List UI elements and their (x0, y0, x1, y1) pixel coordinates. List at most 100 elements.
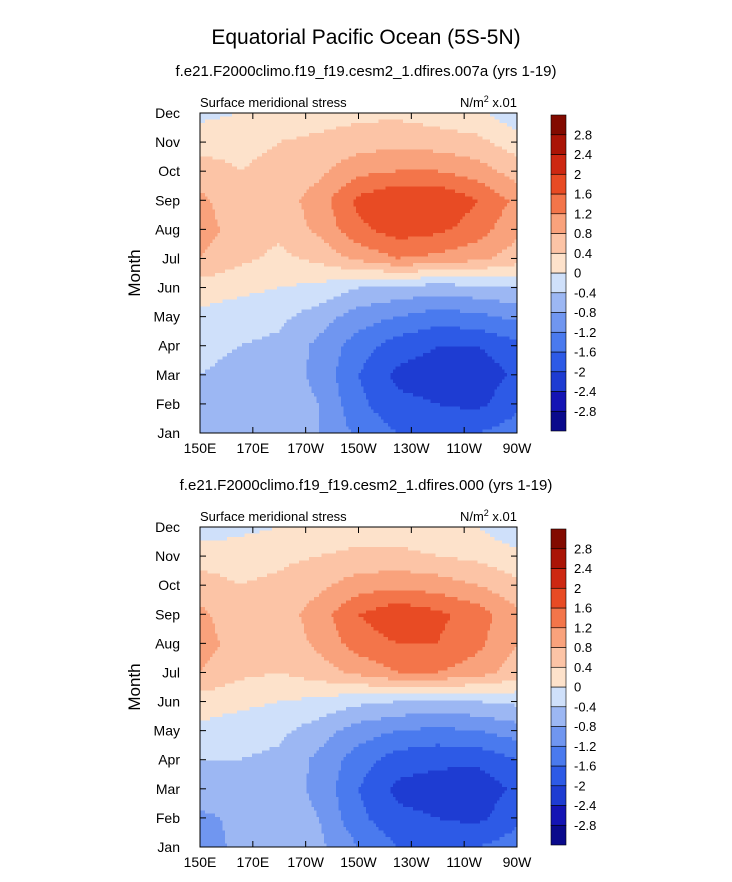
colorbar-label: 1.2 (574, 620, 592, 635)
x-tick-label: 150E (184, 440, 217, 456)
colorbar: -2.8 -2.4 -2 -1.6 -1.2 -0.8 -0.4 0 0.4 0.8 1.2 1.6 2… (550, 528, 596, 846)
colorbar-box (550, 528, 567, 550)
colorbar-box (550, 765, 567, 787)
colorbar-label: 0 (574, 266, 581, 281)
colorbar-label: 0.4 (574, 246, 592, 261)
colorbar-box (550, 233, 567, 254)
y-tick-label: Dec (155, 105, 180, 121)
variable-label: Surface meridional stress (200, 95, 347, 110)
y-tick-label: Mar (156, 781, 180, 797)
colorbar-box (550, 647, 567, 668)
colorbar-box (550, 548, 567, 569)
y-tick-label: Aug (155, 221, 180, 237)
colorbar-box (550, 371, 567, 392)
y-axis-label: Month (125, 249, 144, 296)
y-tick-label: May (154, 309, 180, 325)
y-tick-label: Nov (155, 134, 180, 150)
colorbar-label: -2.4 (574, 384, 596, 399)
colorbar-label: 2.8 (574, 541, 592, 556)
y-tick-label: Jun (157, 694, 180, 710)
colorbar-label: -2 (574, 778, 586, 793)
y-tick-label: Feb (156, 396, 180, 412)
colorbar-label: 2.4 (574, 561, 592, 576)
units-label: N/m2 x.01 (460, 94, 517, 110)
x-tick-label: 110W (446, 440, 482, 456)
colorbar-label: -0.4 (574, 699, 596, 714)
colorbar-box (550, 568, 567, 589)
y-tick-label: Dec (155, 519, 180, 535)
colorbar-box (550, 391, 567, 412)
x-tick-label: 130W (393, 854, 430, 870)
contour-field (200, 113, 518, 434)
colorbar-box (550, 824, 567, 846)
x-tick-label: 130W (393, 440, 430, 456)
case-title: f.e21.F2000climo.f19_f19.cesm2_1.dfires.… (175, 63, 556, 80)
variable-label: Surface meridional stress (200, 509, 347, 524)
colorbar-box (550, 331, 567, 353)
colorbar-label: 2 (574, 581, 581, 596)
colorbar-box (550, 292, 567, 313)
colorbar-box (550, 272, 567, 294)
colorbar-box (550, 785, 567, 806)
colorbar-box (550, 726, 567, 747)
colorbar-box (550, 666, 567, 688)
colorbar-box (550, 154, 567, 175)
x-tick-label: 90W (503, 854, 533, 870)
colorbar-box (550, 134, 567, 155)
y-tick-label: May (154, 723, 180, 739)
y-tick-label: Jan (157, 839, 180, 855)
colorbar-box (550, 193, 567, 215)
colorbar-label: -2 (574, 364, 586, 379)
x-tick-label: 90W (503, 440, 533, 456)
x-tick-label: 150W (340, 854, 377, 870)
panel-top: f.e21.F2000climo.f19_f19.cesm2_1.dfires.… (125, 63, 596, 456)
colorbar-label: -2.8 (574, 404, 596, 419)
y-tick-label: Nov (155, 548, 180, 564)
colorbar-label: -2.8 (574, 818, 596, 833)
colorbar-label: -0.8 (574, 719, 596, 734)
x-tick-label: 150E (184, 854, 217, 870)
colorbar-label: 0.8 (574, 226, 592, 241)
colorbar-box (550, 607, 567, 629)
figure-title: Equatorial Pacific Ocean (5S-5N) (211, 26, 520, 49)
panel-bottom: f.e21.F2000climo.f19_f19.cesm2_1.dfires.… (125, 477, 596, 870)
x-tick-label: 150W (340, 440, 377, 456)
y-tick-label: Apr (158, 338, 180, 354)
colorbar-label: -0.4 (574, 285, 596, 300)
colorbar-box (550, 114, 567, 136)
colorbar-label: -2.4 (574, 798, 596, 813)
colorbar-label: -1.2 (574, 739, 596, 754)
y-tick-label: Jun (157, 280, 180, 296)
units-label: N/m2 x.01 (460, 508, 517, 524)
colorbar-box (550, 410, 567, 432)
colorbar-label: 2 (574, 167, 581, 182)
y-axis-label: Month (125, 663, 144, 710)
y-tick-label: Mar (156, 367, 180, 383)
y-tick-label: Oct (158, 163, 180, 179)
colorbar-box (550, 686, 567, 708)
x-tick-label: 110W (446, 854, 482, 870)
y-tick-label: Jul (162, 250, 180, 266)
colorbar-box (550, 213, 567, 234)
colorbar-box (550, 351, 567, 373)
colorbar-box (550, 587, 567, 609)
x-tick-label: 170W (287, 440, 324, 456)
colorbar-box (550, 173, 567, 195)
colorbar-label: -1.6 (574, 759, 596, 774)
colorbar-label: 0 (574, 680, 581, 695)
colorbar-label: 2.4 (574, 147, 592, 162)
y-tick-label: Apr (158, 752, 180, 768)
colorbar-label: -1.6 (574, 345, 596, 360)
y-tick-label: Jul (162, 664, 180, 680)
x-tick-label: 170E (236, 854, 269, 870)
x-tick-label: 170E (236, 440, 269, 456)
colorbar-box (550, 745, 567, 767)
colorbar-box (550, 706, 567, 727)
colorbar-label: 1.6 (574, 187, 592, 202)
colorbar-box (550, 627, 567, 648)
colorbar-box (550, 252, 567, 274)
y-tick-label: Feb (156, 810, 180, 826)
colorbar-label: 2.8 (574, 127, 592, 142)
y-tick-label: Jan (157, 425, 180, 441)
